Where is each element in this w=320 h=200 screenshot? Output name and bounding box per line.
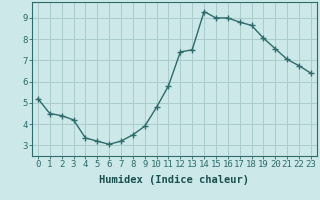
- X-axis label: Humidex (Indice chaleur): Humidex (Indice chaleur): [100, 175, 249, 185]
